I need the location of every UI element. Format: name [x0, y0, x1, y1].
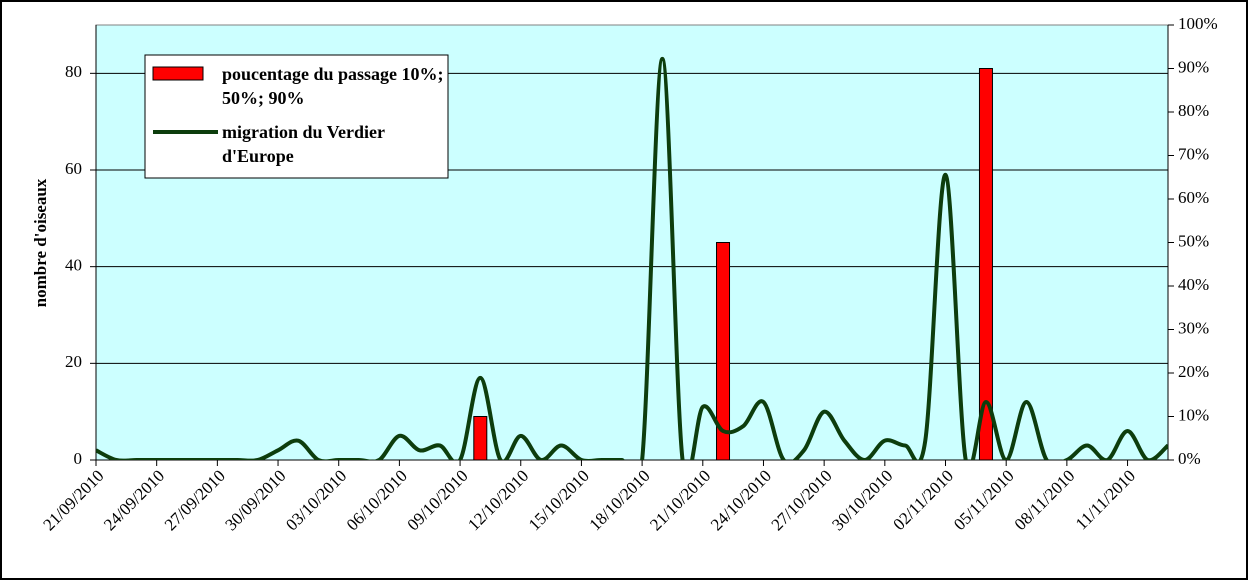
y2-tick-label: 60% [1178, 188, 1209, 207]
y2-tick-label: 50% [1178, 231, 1209, 250]
line [96, 56, 1168, 460]
y2-tick-label: 40% [1178, 275, 1209, 294]
y-axis-label: nombre d'oiseaux [31, 178, 50, 307]
y-tick-label: 80 [65, 62, 82, 81]
legend-label: poucentage du passage 10%; 50%; 90% [222, 64, 444, 108]
x-tick-label: 27/09/2010 [161, 466, 229, 534]
x-tick-label: 06/10/2010 [343, 466, 411, 534]
x-tick-label: 18/10/2010 [586, 466, 654, 534]
x-tick-label: 08/11/2010 [1011, 466, 1079, 534]
x-tick-label: 21/09/2010 [39, 466, 107, 534]
bar [716, 242, 731, 461]
legend-label: migration du Verdier d'Europe [222, 122, 385, 166]
y2-tick-label: 0% [1178, 449, 1201, 468]
x-tick-label: 24/09/2010 [100, 466, 168, 534]
x-tick-label: 21/10/2010 [646, 466, 714, 534]
x-tick-label: 24/10/2010 [707, 466, 775, 534]
y2-tick-label: 70% [1178, 144, 1209, 163]
x-tick-label: 30/09/2010 [221, 466, 289, 534]
y2-tick-label: 30% [1178, 318, 1209, 337]
x-tick-label: 15/10/2010 [525, 466, 593, 534]
y2-tick-label: 90% [1178, 57, 1209, 76]
y2-tick-label: 100% [1178, 14, 1218, 33]
x-tick-label: 02/11/2010 [889, 466, 957, 534]
y-tick-label: 20 [65, 352, 82, 371]
bar [978, 68, 993, 461]
x-tick-label: 03/10/2010 [282, 466, 350, 534]
x-tick-label: 27/10/2010 [768, 466, 836, 534]
x-tick-label: 09/10/2010 [403, 466, 471, 534]
y-tick-label: 0 [74, 449, 83, 468]
y-tick-label: 60 [65, 159, 82, 178]
y2-tick-label: 80% [1178, 101, 1209, 120]
y2-tick-label: 10% [1178, 405, 1209, 424]
y-tick-label: 40 [65, 256, 82, 275]
legend-item: poucentage du passage 10%; 50%; 90% [222, 64, 444, 108]
x-tick-label: 30/10/2010 [828, 466, 896, 534]
x-tick-label: 11/11/2010 [1072, 466, 1139, 533]
x-tick-label: 12/10/2010 [464, 466, 532, 534]
x-tick-label: 05/11/2010 [950, 466, 1018, 534]
y2-tick-label: 20% [1178, 362, 1209, 381]
legend-swatch [152, 66, 204, 81]
legend-item: migration du Verdier d'Europe [222, 122, 385, 166]
bar [473, 416, 488, 461]
